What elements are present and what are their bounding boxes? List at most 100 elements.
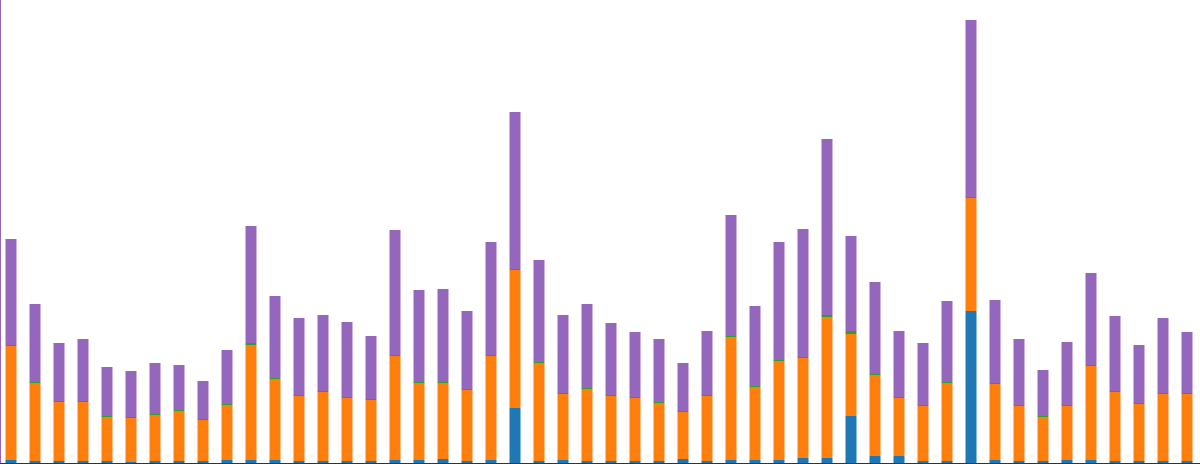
bar-segment [77,339,89,401]
bar-segment [461,389,473,390]
bar-segment [221,405,233,460]
bar-segment [1109,316,1121,391]
bar-segment [893,397,905,398]
bar-segment [629,398,641,461]
bar-segment [125,462,137,463]
bar-segment [509,408,521,463]
bar-segment [269,378,281,379]
bar-segment [317,392,329,461]
bar-segment [629,461,641,463]
bar-segment [749,387,761,460]
bar-segment [221,350,233,404]
bar-segment [725,337,737,460]
bar-segment [101,417,113,461]
bar-segment [1061,406,1073,460]
bar-segment [1157,318,1169,393]
bar-segment [725,336,737,337]
bar-segment [821,458,833,463]
bar-segment [461,311,473,389]
bar-segment [677,363,689,411]
bar-segment [605,395,617,396]
bar-segment [1085,365,1097,366]
bar-segment [701,395,713,396]
bar-segment [1061,405,1073,406]
bar-segment [581,388,593,389]
bar-segment [629,397,641,398]
bar-segment [53,461,65,463]
bar-segment [605,461,617,463]
bar-segment [869,374,881,375]
bar-segment [461,461,473,463]
bar-segment [317,315,329,391]
bar-segment [173,365,185,410]
bar-segment [845,236,857,331]
bar-segment [269,460,281,463]
bar-segment [1037,416,1049,417]
bar-segment [341,461,353,463]
bar-segment [125,417,137,418]
bar-segment [53,402,65,461]
bar-segment [437,459,449,463]
bar-segment [293,396,305,461]
bar-segment [389,230,401,355]
bar-segment [557,315,569,393]
bar-segment [773,242,785,360]
bar-segment [917,405,929,406]
bar-segment [245,343,257,345]
bar-segment [581,304,593,388]
bar-segment [1133,403,1145,404]
bar-segment [917,406,929,461]
bar-segment [5,346,17,460]
bar-segment [725,460,737,463]
bar-segment [893,398,905,456]
bar-segment [965,198,977,311]
bar-segment [845,416,857,463]
bar-segment [821,317,833,458]
bar-segment [1013,461,1025,463]
bar-segment [917,343,929,405]
bar-segment [557,460,569,463]
bar-segment [533,461,545,463]
bar-segment [725,215,737,336]
bar-segment [389,460,401,463]
bar-segment [677,459,689,463]
bar-segment [1157,461,1169,463]
bar-segment [221,404,233,405]
bar-segment [605,396,617,461]
bar-segment [965,20,977,197]
bar-segment [797,458,809,463]
bar-segment [293,395,305,396]
bar-segment [533,363,545,461]
bar-segment [773,460,785,463]
bar-segment [533,260,545,362]
bar-segment [413,382,425,383]
bar-segment [317,391,329,392]
bar-segment [893,456,905,463]
bar-segment [341,322,353,397]
bar-segment [941,383,953,461]
bar-segment [5,460,17,463]
bar-segment [869,456,881,463]
bar-segment [749,386,761,387]
bar-segment [197,420,209,461]
bar-segment [869,282,881,374]
bar-segment [1037,461,1049,463]
bar-segment [677,412,689,459]
bar-segment [1133,345,1145,403]
bar-segment [845,331,857,334]
bar-segment [29,461,41,463]
bar-segment [773,361,785,460]
bar-segment [965,197,977,198]
bar-segment [413,290,425,382]
bar-segment [749,460,761,463]
bar-segment [965,311,977,463]
bar-segment [245,345,257,460]
bar-segment [29,383,41,461]
bar-segment [989,300,1001,383]
bar-segment [269,296,281,378]
bar-segment [101,367,113,416]
bar-segment [557,393,569,394]
bar-segment [173,411,185,461]
bar-segment [413,460,425,463]
bar-segment [125,371,137,417]
